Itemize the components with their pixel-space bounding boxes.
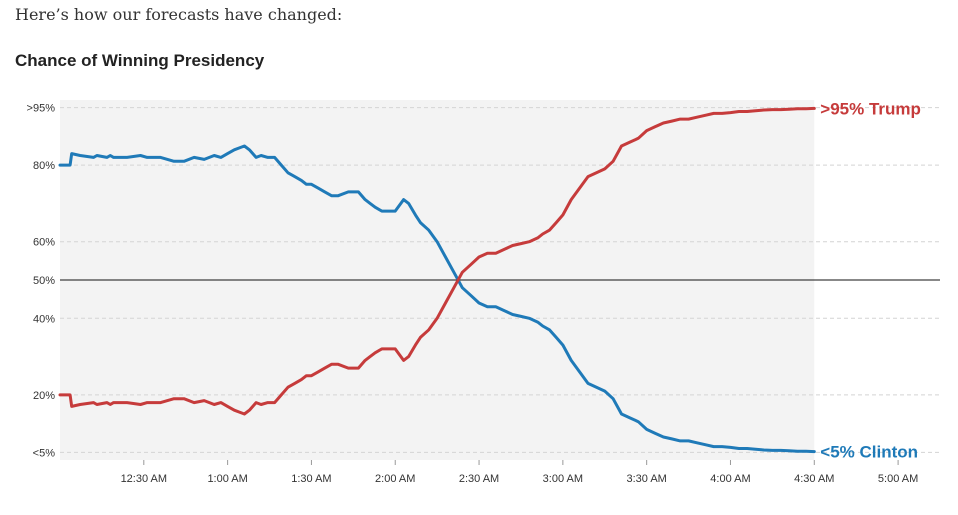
y-tick-label: >95%: [27, 103, 56, 115]
x-tick-label: 1:30 AM: [291, 473, 331, 485]
trump-end-label: >95% Trump: [820, 99, 921, 118]
intro-text: Here’s how our forecasts have changed:: [15, 5, 343, 24]
x-tick-label: 3:30 AM: [626, 473, 666, 485]
y-tick-label: <5%: [33, 447, 56, 459]
clinton-series-line: [58, 144, 816, 454]
y-tick-label: 50%: [33, 275, 55, 287]
x-tick-label: 1:00 AM: [207, 473, 247, 485]
x-tick-label: 5:00 AM: [878, 473, 918, 485]
gridlines: [60, 107, 940, 453]
x-tick-label: 4:00 AM: [710, 473, 750, 485]
clinton-end-label: <5% Clinton: [820, 443, 918, 462]
y-tick-label: 60%: [33, 237, 55, 249]
x-axis-ticks: 12:30 AM 1:00 AM 1:30 AM 2:00 AM 2:30 AM 3:00…: [121, 460, 918, 485]
x-tick-label: 2:30 AM: [459, 473, 499, 485]
y-tick-label: 20%: [33, 390, 55, 402]
x-tick-label: 12:30 AM: [121, 473, 167, 485]
x-tick-label: 4:30 AM: [794, 473, 834, 485]
x-tick-label: 2:00 AM: [375, 473, 415, 485]
series-lines: [58, 106, 816, 454]
y-tick-label: 80%: [33, 160, 55, 172]
end-labels: <5% Clinton >95% Trump: [820, 99, 921, 461]
y-axis-ticks: >95% 80% 60% 50% 40% 20% <5%: [27, 103, 56, 460]
y-tick-label: 40%: [33, 313, 55, 325]
trump-series-line: [58, 106, 816, 416]
x-tick-label: 3:00 AM: [543, 473, 583, 485]
chart-title: Chance of Winning Presidency: [15, 51, 265, 70]
